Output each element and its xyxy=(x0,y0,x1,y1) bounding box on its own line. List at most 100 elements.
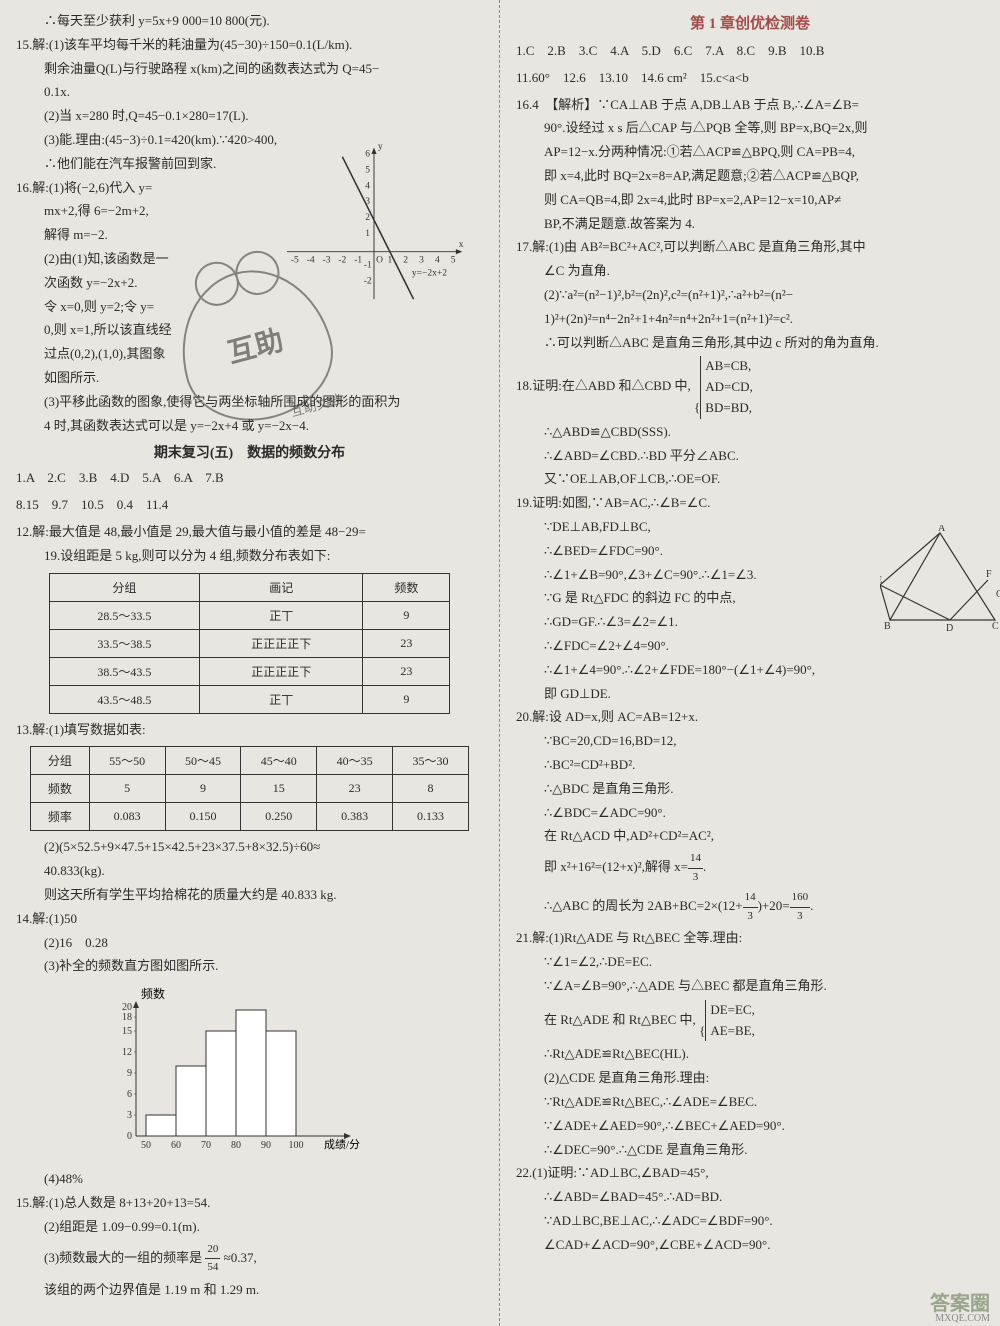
line-graph: -5-4-3 -2-1 123 45 123 456 -1-2 xy O y=−… xyxy=(279,140,469,300)
svg-text:E: E xyxy=(880,575,882,586)
text-line: 在 Rt△ACD 中,AD²+CD²=AC², xyxy=(516,826,984,847)
text-line: ∠CAD+∠ACD=90°,∠CBE+∠ACD=90°. xyxy=(516,1235,984,1256)
text-line: 14.解:(1)50 xyxy=(16,909,483,930)
chapter-title: 第 1 章创优检测卷 xyxy=(516,12,984,33)
svg-text:成绩/分: 成绩/分 xyxy=(324,1138,360,1151)
svg-text:9: 9 xyxy=(127,1068,132,1079)
text-line: ∵BC=20,CD=16,BD=12, xyxy=(516,731,984,752)
text-line: 4 时,其函数表达式可以是 y=−2x+4 或 y=−2x−4. xyxy=(16,416,483,437)
svg-text:3: 3 xyxy=(419,256,424,266)
svg-text:-5: -5 xyxy=(291,256,299,266)
svg-text:B: B xyxy=(884,621,891,632)
text-line: ∵∠1=∠2,∴DE=EC. xyxy=(516,952,984,973)
triangle-figure: ABC DE FG xyxy=(880,525,1000,635)
svg-text:-2: -2 xyxy=(364,276,372,286)
svg-text:A: A xyxy=(938,525,946,534)
footer-brand: 答案圈 xyxy=(930,1287,990,1316)
text-line: 40.833(kg). xyxy=(16,861,483,882)
svg-text:3: 3 xyxy=(127,1110,132,1121)
fill-answers: 8.15 9.7 10.5 0.4 11.4 xyxy=(16,495,483,516)
svg-text:y=−2x+2: y=−2x+2 xyxy=(412,268,447,278)
frequency-table-1: 分组画记频数 28.5～33.5正丅9 33.5～38.5正正正正下23 38.… xyxy=(49,573,451,714)
svg-text:O: O xyxy=(376,256,383,266)
text-line: (2)16 0.28 xyxy=(16,933,483,954)
text-line: 19.设组距是 5 kg,则可以分为 4 组,频数分布表如下: xyxy=(16,546,483,567)
text-line: 20.解:设 AD=x,则 AC=AB=12+x. xyxy=(516,707,984,728)
mc-answers: 1.A 2.C 3.B 4.D 5.A 6.A 7.B xyxy=(16,468,483,489)
svg-text:-4: -4 xyxy=(307,256,315,266)
text-line: 16.4 【解析】∵CA⊥AB 于点 A,DB⊥AB 于点 B,∴∠A=∠B= xyxy=(516,95,984,116)
text-line: 则这天所有学生平均拾棉花的质量大约是 40.833 kg. xyxy=(16,885,483,906)
svg-text:-3: -3 xyxy=(323,256,331,266)
text-line: (3)平移此函数的图象,使得它与两坐标轴所围成的图形的面积为 xyxy=(16,392,483,413)
text-line: ∴∠ABD=∠BAD=45°.∴AD=BD. xyxy=(516,1187,984,1208)
text-line: 13.解:(1)填写数据如表: xyxy=(16,720,483,741)
text-line: 15.解:(1)总人数是 8+13+20+13=54. xyxy=(16,1193,483,1214)
text-line: (2)△CDE 是直角三角形.理由: xyxy=(516,1068,984,1089)
text-line: 0,则 x=1,所以该直线经 xyxy=(16,320,483,341)
text-line: 18.证明:在△ABD 和△CBD 中, { AB=CB, AD=CD, BD=… xyxy=(516,356,984,418)
svg-text:-2: -2 xyxy=(338,256,346,266)
text-line: ∴BC²=CD²+BD². xyxy=(516,755,984,776)
text-line: ∵∠A=∠B=90°,∴△ADE 与△BEC 都是直角三角形. xyxy=(516,976,984,997)
svg-text:60: 60 xyxy=(171,1140,181,1151)
svg-text:1: 1 xyxy=(365,229,370,239)
text-line: 21.解:(1)Rt△ADE 与 Rt△BEC 全等.理由: xyxy=(516,928,984,949)
text-line: ∵Rt△ADE≌Rt△BEC,∴∠ADE=∠BEC. xyxy=(516,1092,984,1113)
svg-text:D: D xyxy=(946,623,953,634)
svg-text:C: C xyxy=(992,621,999,632)
svg-text:4: 4 xyxy=(365,181,370,191)
svg-text:80: 80 xyxy=(231,1140,241,1151)
text-line: (2)当 x=280 时,Q=45−0.1×280=17(L). xyxy=(16,106,483,127)
frequency-table-2: 分组55～5050～4545～4040～3535～30 频数5915238 频率… xyxy=(30,746,469,831)
text-line: ∴可以判断△ABC 是直角三角形,其中边 c 所对的角为直角. xyxy=(516,333,984,354)
text-line: ∴Rt△ADE≌Rt△BEC(HL). xyxy=(516,1044,984,1065)
svg-text:12: 12 xyxy=(122,1047,132,1058)
svg-text:x: x xyxy=(459,240,464,250)
svg-text:-1: -1 xyxy=(364,261,372,271)
text-line: (2)组距是 1.09−0.99=0.1(m). xyxy=(16,1217,483,1238)
text-line: 15.解:(1)该车平均每千米的耗油量为(45−30)÷150=0.1(L/km… xyxy=(16,35,483,56)
svg-text:90: 90 xyxy=(261,1140,271,1151)
svg-text:3: 3 xyxy=(365,197,370,207)
text-line: 即 x=4,此时 BQ=2x=8=AP,满足题意;②若△ACP≌△BQP, xyxy=(516,166,984,187)
svg-text:6: 6 xyxy=(127,1089,132,1100)
text-line: 则 CA=QB=4,即 2x=4,此时 BP=x=2,AP=12−x=10,AP… xyxy=(516,190,984,211)
text-line: 在 Rt△ADE 和 Rt△BEC 中, { DE=EC, AE=BE, xyxy=(516,1000,984,1042)
svg-text:5: 5 xyxy=(451,256,456,266)
text-line: ∵∠ADE+∠AED=90°,∴∠BEC+∠AED=90°. xyxy=(516,1116,984,1137)
svg-text:18: 18 xyxy=(122,1012,132,1023)
text-line: ∴△BDC 是直角三角形. xyxy=(516,779,984,800)
text-line: (3)频数最大的一组的频率是 2054 ≈0.37, xyxy=(16,1241,483,1277)
text-line: 90°.设经过 x s 后△CAP 与△PQB 全等,则 BP=x,BQ=2x,… xyxy=(516,118,984,139)
text-line: ∵AD⊥BC,BE⊥AC,∴∠ADC=∠BDF=90°. xyxy=(516,1211,984,1232)
fill-answers: 11.60° 12.6 13.10 14.6 cm² 15.c<a<b xyxy=(516,68,984,89)
text-line: ∴∠FDC=∠2+∠4=90°. xyxy=(516,636,984,657)
svg-text:50: 50 xyxy=(141,1140,151,1151)
svg-text:20: 20 xyxy=(122,1002,132,1013)
svg-text:70: 70 xyxy=(201,1140,211,1151)
text-line: ∴△ABD≌△CBD(SSS). xyxy=(516,422,984,443)
text-line: (4)48% xyxy=(16,1169,483,1190)
right-column: 第 1 章创优检测卷 1.C 2.B 3.C 4.A 5.D 6.C 7.A 8… xyxy=(500,0,1000,1326)
text-line: (2)∵a²=(n²−1)²,b²=(2n)²,c²=(n²+1)²,∴a²+b… xyxy=(516,285,984,306)
text-line: 该组的两个边界值是 1.19 m 和 1.29 m. xyxy=(16,1280,483,1301)
text-line: ∴∠DEC=90°.∴△CDE 是直角三角形. xyxy=(516,1140,984,1161)
text-line: ∴∠ABD=∠CBD.∴BD 平分∠ABC. xyxy=(516,446,984,467)
text-line: BP,不满足题意.故答案为 4. xyxy=(516,214,984,235)
footer-url: MXQE.COM xyxy=(935,1313,990,1324)
histogram-chart: 频数 036 91215 1820 506070 8090100 成绩/分 xyxy=(86,986,366,1156)
svg-text:15: 15 xyxy=(122,1026,132,1037)
text-line: 如图所示. xyxy=(16,368,483,389)
text-line: AP=12−x.分两种情况:①若△ACP≌△BPQ,则 CA=PB=4, xyxy=(516,142,984,163)
text-line: ∠C 为直角. xyxy=(516,261,984,282)
text-line: (3)补全的频数直方图如图所示. xyxy=(16,956,483,977)
mc-answers: 1.C 2.B 3.C 4.A 5.D 6.C 7.A 8.C 9.B 10.B xyxy=(516,41,984,62)
svg-text:G: G xyxy=(996,589,1000,600)
svg-text:2: 2 xyxy=(403,256,408,266)
svg-text:5: 5 xyxy=(365,166,370,176)
text-line: (2)(5×52.5+9×47.5+15×42.5+23×37.5+8×32.5… xyxy=(16,837,483,858)
left-column: ∴每天至少获利 y=5x+9 000=10 800(元). 15.解:(1)该车… xyxy=(0,0,500,1326)
text-line: ∴∠1+∠4=90°.∴∠2+∠FDE=180°−(∠1+∠4)=90°, xyxy=(516,660,984,681)
svg-text:y: y xyxy=(378,142,383,152)
